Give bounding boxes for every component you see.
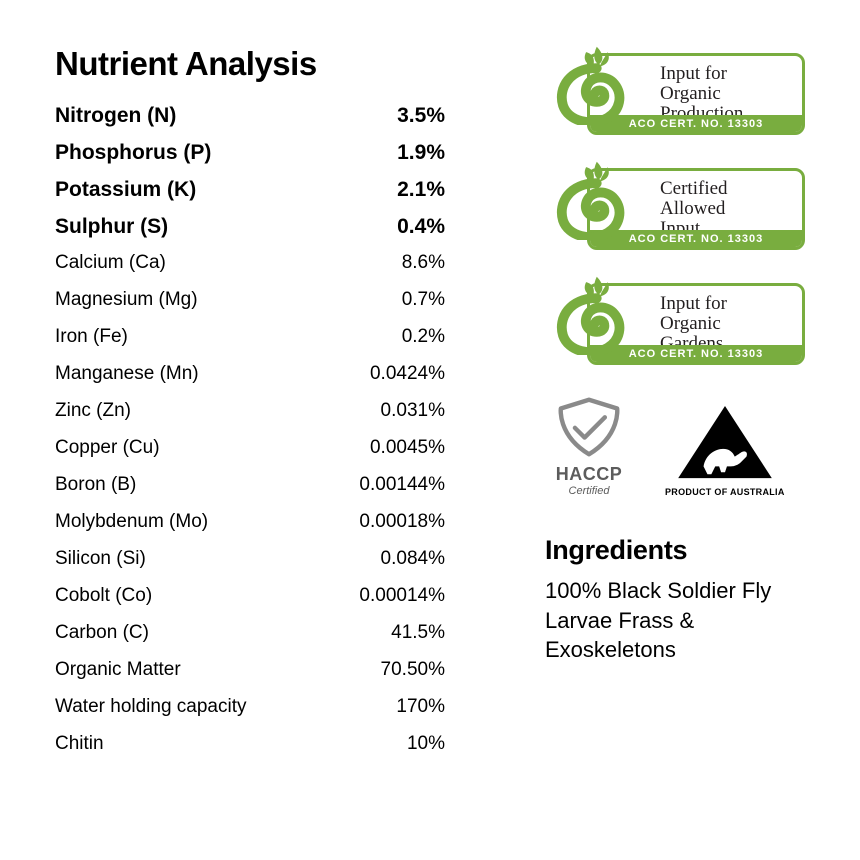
nutrient-label: Boron (B): [55, 475, 136, 494]
nutrient-row: Organic Matter 70.50%: [55, 660, 445, 679]
nutrient-value: 0.2%: [402, 327, 445, 346]
certification-logos-row: HACCP Certified PRODUCT OF AUSTRALIA: [545, 395, 805, 497]
nutrient-label: Molybdenum (Mo): [55, 512, 208, 531]
nutrient-value: 0.7%: [402, 290, 445, 309]
nutrient-label: Organic Matter: [55, 660, 181, 679]
nutrient-value: 8.6%: [402, 253, 445, 272]
nutrient-value: 0.00018%: [359, 512, 445, 531]
page-title: Nutrient Analysis: [55, 45, 445, 83]
nutrient-row: Iron (Fe) 0.2%: [55, 327, 445, 346]
certification-badges: Input forOrganicProduction ACO CERT. NO.…: [545, 45, 805, 365]
nutrient-table: Nitrogen (N) 3.5% Phosphorus (P) 1.9% Potass…: [55, 105, 445, 753]
nutrient-value: 1.9%: [397, 142, 445, 163]
nutrient-value: 41.5%: [391, 623, 445, 642]
nutrient-row: Chitin 10%: [55, 734, 445, 753]
nutrient-label: Chitin: [55, 734, 104, 753]
nutrient-label: Potassium (K): [55, 179, 196, 200]
nutrient-row: Nitrogen (N) 3.5%: [55, 105, 445, 126]
nutrient-value: 0.084%: [381, 549, 445, 568]
nutrient-row: Boron (B) 0.00144%: [55, 475, 445, 494]
nutrient-row: Phosphorus (P) 1.9%: [55, 142, 445, 163]
product-of-australia-logo: PRODUCT OF AUSTRALIA: [665, 404, 785, 497]
nutrient-value: 0.00014%: [359, 586, 445, 605]
organic-cert-badge: Input forOrganicGardens ACO CERT. NO. 13…: [545, 275, 805, 365]
nutrient-value: 0.0424%: [370, 364, 445, 383]
haccp-title: HACCP: [545, 464, 633, 485]
haccp-logo: HACCP Certified: [545, 395, 633, 497]
nutrient-row: Carbon (C) 41.5%: [55, 623, 445, 642]
organic-swirl-icon: [545, 160, 645, 240]
nutrient-row: Calcium (Ca) 8.6%: [55, 253, 445, 272]
nutrient-value: 0.0045%: [370, 438, 445, 457]
nutrient-row: Cobolt (Co) 0.00014%: [55, 586, 445, 605]
nutrient-label: Carbon (C): [55, 623, 149, 642]
nutrient-label: Sulphur (S): [55, 216, 168, 237]
nutrient-value: 10%: [407, 734, 445, 753]
nutrient-row: Sulphur (S) 0.4%: [55, 216, 445, 237]
nutrient-row: Potassium (K) 2.1%: [55, 179, 445, 200]
nutrient-value: 3.5%: [397, 105, 445, 126]
nutrient-label: Copper (Cu): [55, 438, 160, 457]
nutrient-label: Iron (Fe): [55, 327, 128, 346]
nutrient-value: 70.50%: [381, 660, 445, 679]
ingredients-title: Ingredients: [545, 535, 805, 566]
nutrient-row: Molybdenum (Mo) 0.00018%: [55, 512, 445, 531]
nutrient-row: Water holding capacity 170%: [55, 697, 445, 716]
nutrient-row: Silicon (Si) 0.084%: [55, 549, 445, 568]
nutrient-label: Zinc (Zn): [55, 401, 131, 420]
aus-label: PRODUCT OF AUSTRALIA: [665, 487, 785, 497]
nutrient-label: Silicon (Si): [55, 549, 146, 568]
nutrient-label: Cobolt (Co): [55, 586, 152, 605]
nutrient-value: 0.031%: [381, 401, 445, 420]
nutrient-row: Zinc (Zn) 0.031%: [55, 401, 445, 420]
nutrient-value: 0.4%: [397, 216, 445, 237]
nutrient-label: Water holding capacity: [55, 697, 247, 716]
organic-cert-badge: Input forOrganicProduction ACO CERT. NO.…: [545, 45, 805, 135]
nutrient-row: Magnesium (Mg) 0.7%: [55, 290, 445, 309]
nutrient-label: Nitrogen (N): [55, 105, 176, 126]
nutrient-value: 2.1%: [397, 179, 445, 200]
nutrient-row: Copper (Cu) 0.0045%: [55, 438, 445, 457]
nutrient-value: 0.00144%: [359, 475, 445, 494]
haccp-sub: Certified: [545, 485, 633, 497]
organic-cert-badge: CertifiedAllowedInput ACO CERT. NO. 1330…: [545, 160, 805, 250]
nutrient-label: Magnesium (Mg): [55, 290, 198, 309]
ingredients-body: 100% Black Soldier Fly Larvae Frass & Ex…: [545, 576, 805, 665]
nutrient-label: Calcium (Ca): [55, 253, 166, 272]
nutrient-label: Phosphorus (P): [55, 142, 211, 163]
organic-swirl-icon: [545, 45, 645, 125]
nutrient-label: Manganese (Mn): [55, 364, 199, 383]
nutrient-row: Manganese (Mn) 0.0424%: [55, 364, 445, 383]
organic-swirl-icon: [545, 275, 645, 355]
nutrient-value: 170%: [396, 697, 445, 716]
